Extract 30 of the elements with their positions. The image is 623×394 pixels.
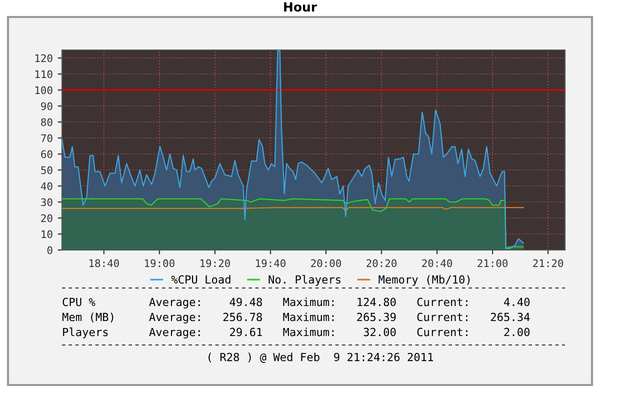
text: Mem (MB) Average: 256.78 Maximum: 265.39 Current: 265.34 bbox=[62, 312, 530, 324]
y-tick-label: 60 bbox=[41, 150, 52, 158]
y-tick-label: 30 bbox=[41, 198, 52, 206]
y-tick-label: 40 bbox=[40, 182, 52, 190]
y-tick-label: 10 bbox=[42, 230, 52, 238]
y-tick-label: 50 bbox=[41, 166, 52, 174]
x-tick-label: 19:40 bbox=[256, 259, 286, 268]
y-tick-label: 120 bbox=[35, 54, 52, 62]
y-tick-label: 20 bbox=[41, 214, 52, 222]
x-tick-label: 20:00 bbox=[311, 259, 341, 268]
x-tick-label: 19:20 bbox=[200, 259, 230, 268]
text: Players Average: 29.61 Maximum: 32.00 Current: 2.00 bbox=[63, 328, 530, 338]
x-tick-label: 21:20 bbox=[533, 259, 564, 268]
y-tick-label: 110 bbox=[35, 70, 52, 78]
text: ( R28 ) @ Wed Feb 9 21:24:26 2011 bbox=[208, 352, 433, 363]
legend-label: Memory (Mb/10) bbox=[378, 275, 470, 286]
x-tick-label: 19:00 bbox=[145, 259, 174, 268]
y-tick-label: 90 bbox=[41, 102, 52, 110]
text: CPU % Average: 49.48 Maximum: 124.80 Current: 4.40 bbox=[62, 298, 530, 308]
x-tick-label: 18:40 bbox=[89, 259, 119, 268]
y-tick-label: 0 bbox=[47, 246, 52, 254]
y-tick-label: 70 bbox=[41, 134, 52, 142]
x-tick-label: 20:20 bbox=[366, 259, 397, 268]
legend-label: %CPU Load bbox=[171, 275, 230, 284]
y-tick-label: 80 bbox=[41, 118, 52, 126]
legend-label: No. Players bbox=[268, 275, 340, 286]
x-tick-label: 20:40 bbox=[422, 259, 452, 268]
y-tick-label: 100 bbox=[35, 86, 52, 94]
chart-title: Hour bbox=[284, 2, 318, 12]
x-tick-label: 21:00 bbox=[478, 259, 508, 268]
